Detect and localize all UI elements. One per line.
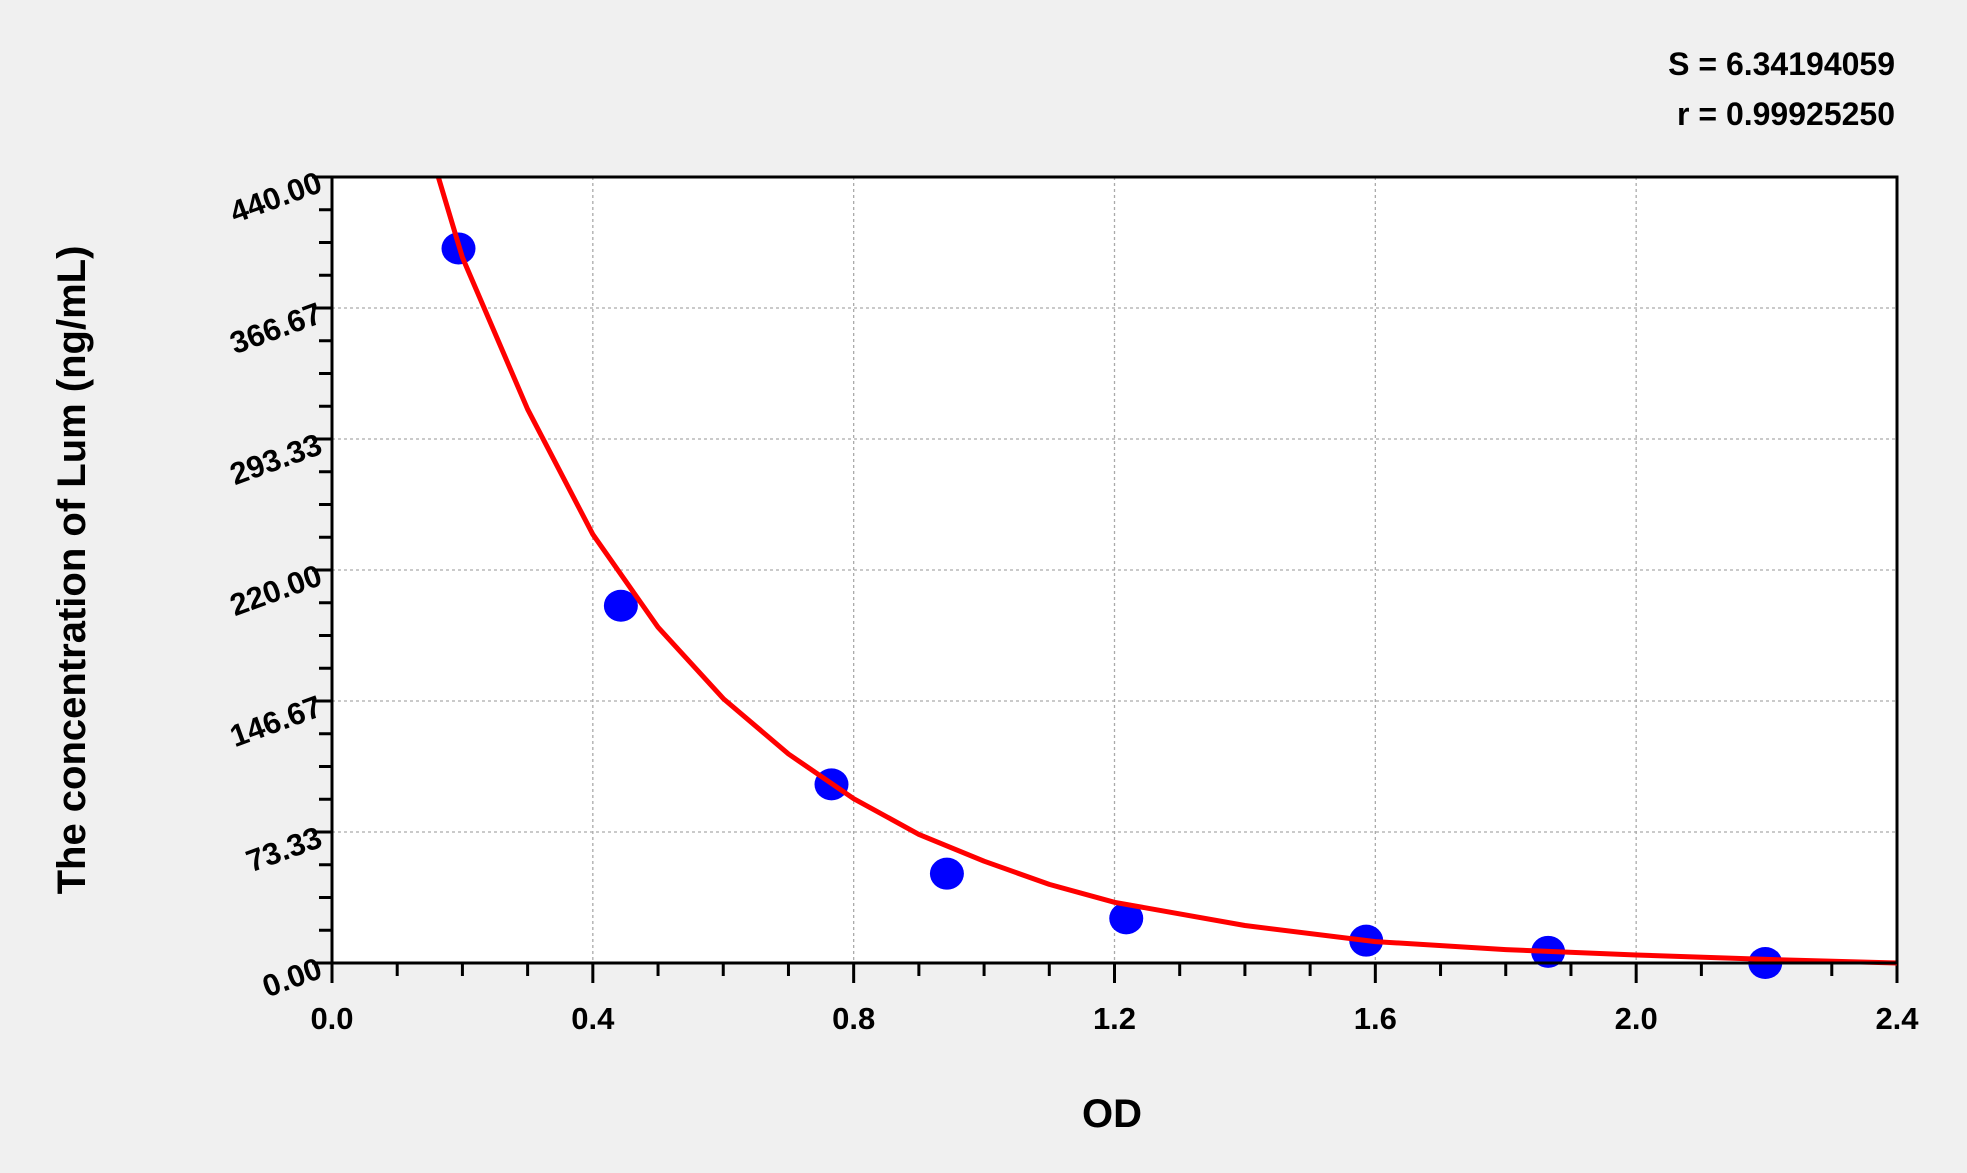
plot-border [330,175,1899,965]
x-tick-label: 2.0 [1615,1001,1658,1036]
data-point [1109,902,1144,935]
y-tick-label: 366.67 [225,296,326,361]
x-tick-labels: 0.0 0.4 0.8 1.2 1.6 2.0 2.4 [310,1001,1919,1036]
fit-curve [435,176,1898,966]
x-tick-label: 1.2 [1093,1001,1136,1036]
x-tick-label: 0.0 [310,1001,353,1036]
y-tick-label: 293.33 [225,427,326,492]
data-point [603,589,638,622]
y-axis-title: The concentration of Lum (ng/mL) [50,246,94,895]
stat-r: r = 0.99925250 [1677,96,1895,132]
y-tick-label: 146.67 [225,689,326,754]
x-tick-label: 1.6 [1354,1001,1397,1036]
y-tick-label: 0.00 [258,951,327,1005]
axis-ticks [312,175,1899,983]
data-series [435,176,1898,979]
x-tick-label: 0.8 [832,1001,875,1036]
stat-s: S = 6.34194059 [1668,46,1895,82]
x-tick-label: 0.4 [571,1001,615,1036]
y-tick-label: 220.00 [225,558,326,623]
x-tick-label: 2.4 [1875,1001,1919,1036]
x-axis-title: OD [1082,1092,1142,1136]
y-tick-label: 73.33 [242,820,327,879]
y-tick-labels: 0.00 73.33 146.67 220.00 293.33 366.67 4… [225,165,326,1005]
y-tick-label: 440.00 [225,165,326,230]
grid-lines [332,177,1897,963]
data-point [929,857,964,890]
